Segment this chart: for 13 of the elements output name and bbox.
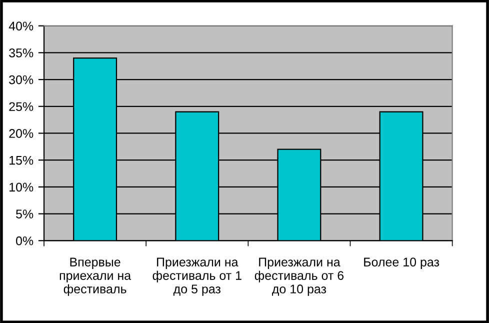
y-tick-label: 15%	[10, 156, 34, 165]
x-tick-label: Впервые приехали на фестиваль	[60, 258, 132, 296]
y-tick-label: 20%	[9, 129, 34, 138]
y-tick-label: 5%	[16, 210, 34, 218]
x-tick-label: Приезжали на фестиваль от 1 до 5 раз	[152, 258, 242, 296]
y-tick-label: 30%	[9, 75, 34, 84]
y-tick-label: 35%	[9, 48, 34, 58]
y-tick-label: 0%	[16, 236, 34, 246]
x-tick-label: Приезжали на фестиваль от 6 до 10 раз	[254, 258, 344, 296]
y-tick-label: 25%	[9, 102, 34, 112]
x-tick-label: Более 10 раз	[364, 258, 440, 269]
y-tick-label: 40%	[8, 22, 34, 30]
y-tick-label: 10%	[10, 182, 34, 192]
